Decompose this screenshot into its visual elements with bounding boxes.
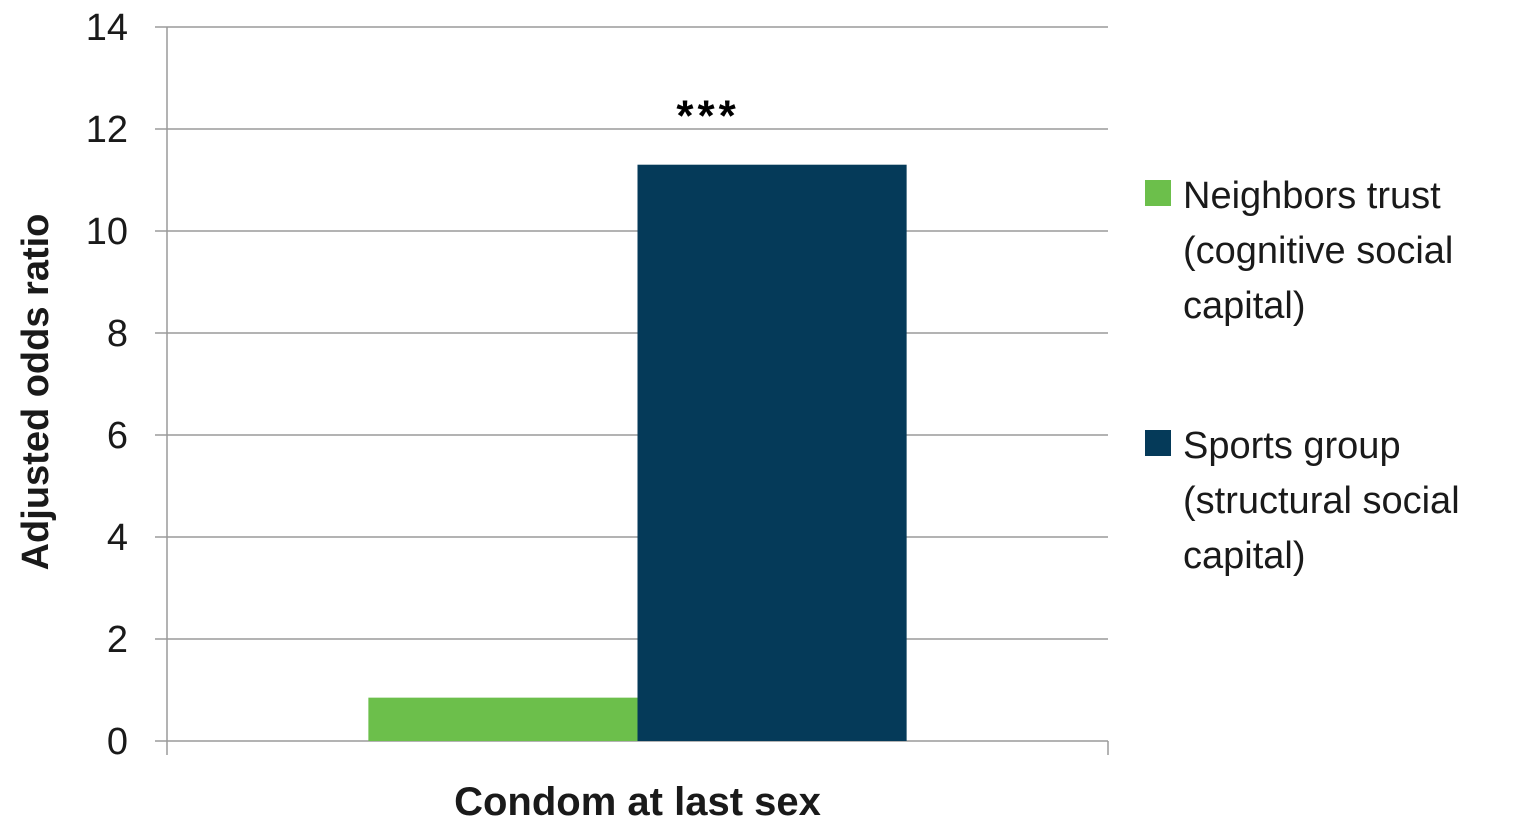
bar-neighbors-trust	[368, 697, 638, 741]
legend-label: (structural social	[1183, 480, 1460, 522]
legend-label: Sports group	[1183, 425, 1401, 467]
y-tick-label: 2	[107, 619, 128, 661]
y-tick-label: 10	[86, 211, 128, 253]
legend-label: capital)	[1183, 535, 1306, 577]
legend-label: Neighbors trust	[1183, 175, 1441, 217]
x-category-label: Condom at last sex	[454, 780, 821, 821]
axes: 0 2 4 6 8 10 12 14	[86, 7, 1109, 763]
y-tick-label: 12	[86, 109, 128, 151]
y-tick-label: 8	[107, 313, 128, 355]
y-tick-label: 14	[86, 7, 128, 49]
y-tick-label: 4	[107, 517, 128, 559]
labels: Adjusted odds ratio Condom at last sex ***	[15, 92, 821, 824]
bars	[368, 164, 907, 741]
y-tick-label: 0	[107, 721, 128, 763]
y-tick-label: 6	[107, 415, 128, 457]
significance-annotation: ***	[676, 92, 739, 141]
legend-label: capital)	[1183, 285, 1306, 327]
legend-swatch	[1145, 180, 1171, 206]
legend-swatch	[1145, 430, 1171, 456]
legend: Neighbors trust (cognitive social capital)…	[1145, 175, 1460, 577]
legend-label: (cognitive social	[1183, 230, 1453, 272]
y-axis-title: Adjusted odds ratio	[15, 214, 57, 571]
bar-sports-group	[637, 164, 907, 741]
